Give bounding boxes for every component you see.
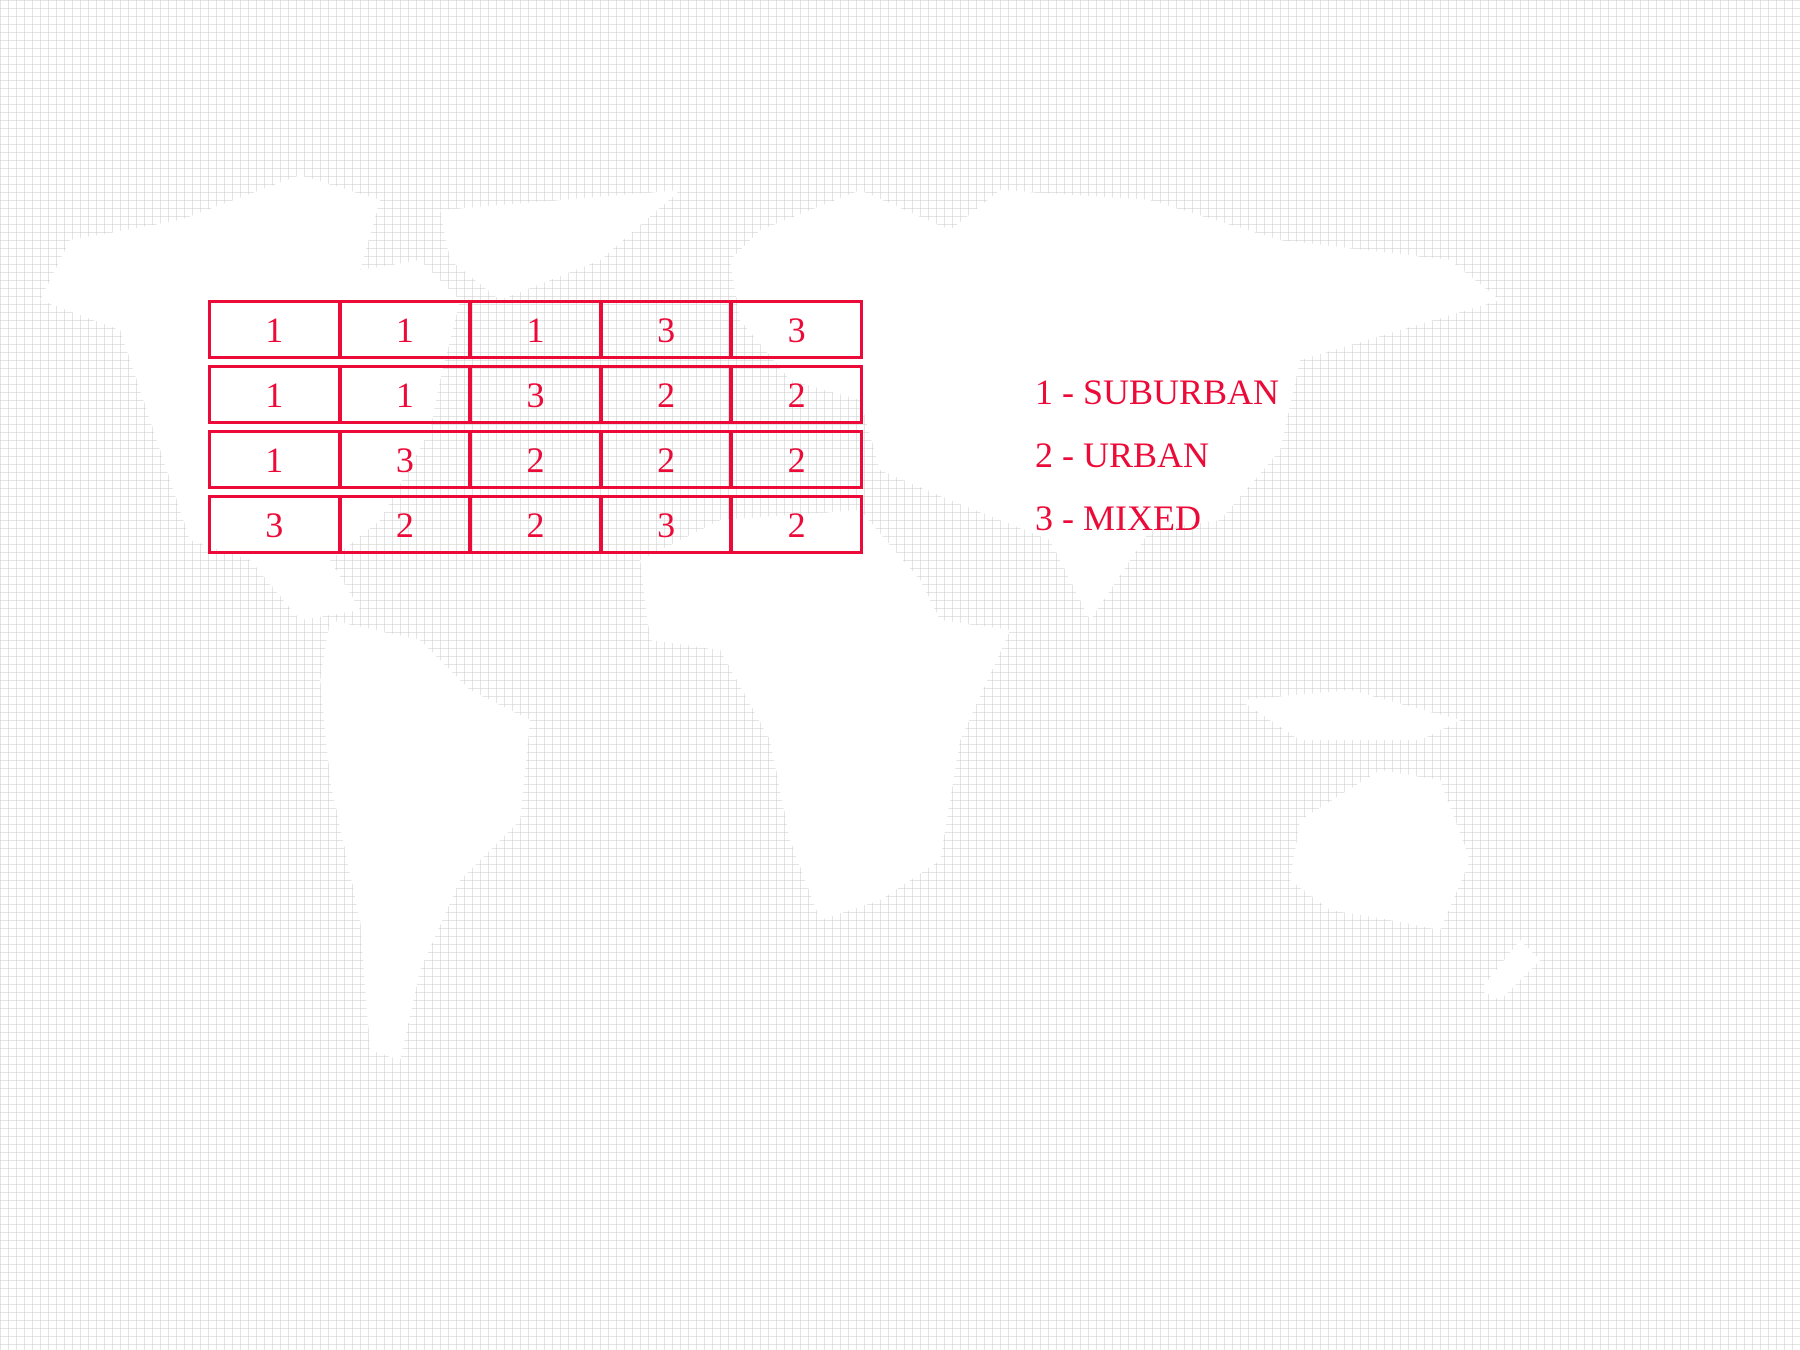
southeast-asia-islands (1240, 690, 1460, 740)
table-cell: 2 (470, 495, 601, 554)
legend-item-suburban: 1 - SUBURBAN (1035, 372, 1280, 412)
table-cell: 3 (339, 430, 471, 489)
new-zealand (1480, 940, 1540, 1000)
north-america (40, 175, 460, 620)
australia (1290, 770, 1470, 930)
eurasia (730, 190, 1500, 620)
table-cell: 3 (470, 365, 601, 424)
table-cell: 1 (339, 300, 471, 359)
table-cell: 2 (731, 495, 863, 554)
south-america (320, 620, 530, 1060)
table-cell: 2 (731, 365, 863, 424)
table-cell: 2 (600, 430, 732, 489)
table-row: 3 2 2 3 2 (208, 495, 863, 554)
africa (640, 510, 1010, 920)
legend-item-mixed: 3 - MIXED (1035, 498, 1201, 538)
table-cell: 2 (339, 495, 471, 554)
table-cell: 3 (731, 300, 863, 359)
table-cell: 3 (208, 495, 340, 554)
table-cell: 2 (470, 430, 601, 489)
greenland (440, 190, 680, 300)
table-cell: 1 (470, 300, 601, 359)
table-row: 1 3 2 2 2 (208, 430, 863, 489)
table-cell: 1 (208, 300, 340, 359)
table-row: 1 1 1 3 3 (208, 300, 863, 359)
table-cell: 3 (600, 495, 732, 554)
table-cell: 2 (731, 430, 863, 489)
table-cell: 1 (208, 430, 340, 489)
legend-item-urban: 2 - URBAN (1035, 435, 1210, 475)
table-cell: 1 (208, 365, 340, 424)
table-cell: 2 (600, 365, 732, 424)
table-cell: 3 (600, 300, 732, 359)
table-row: 1 1 3 2 2 (208, 365, 863, 424)
table-cell: 1 (339, 365, 471, 424)
